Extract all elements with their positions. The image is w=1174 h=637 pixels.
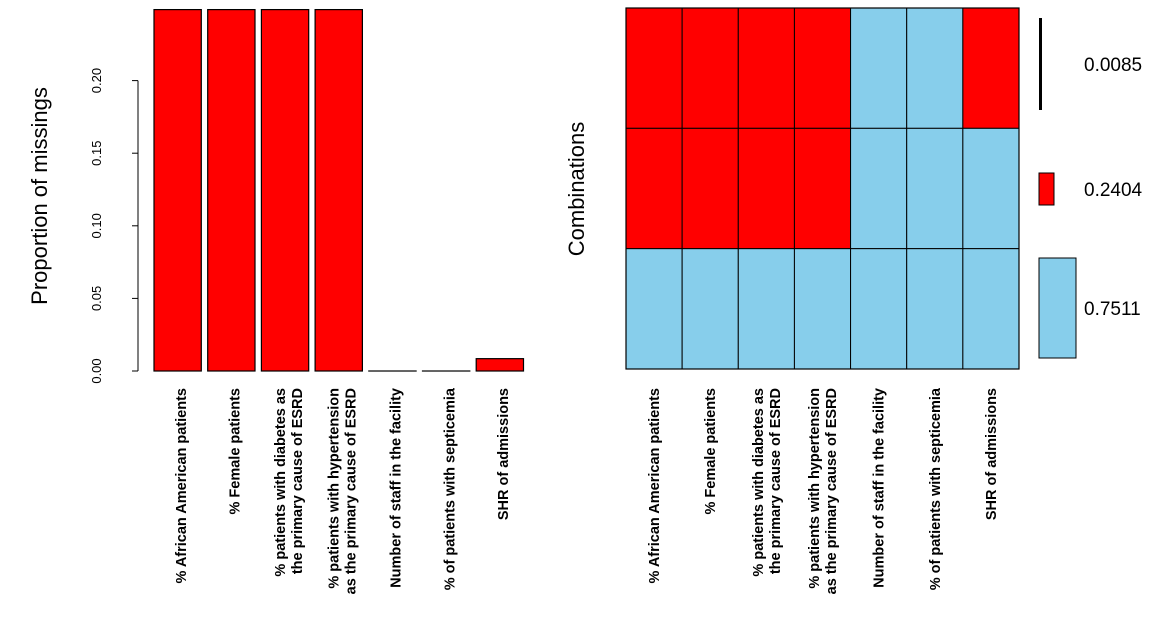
cell-r2-c5 xyxy=(907,249,963,369)
heatmap-category-label-african-american-patients: % African American patients xyxy=(647,388,663,584)
combinations-axis-title: Combinations xyxy=(564,122,589,257)
cell-r0-c3 xyxy=(794,8,850,128)
bar-category-label-african-american-patients: % African American patients xyxy=(174,388,190,584)
cell-r0-c0 xyxy=(626,8,682,128)
cell-r1-c6 xyxy=(963,128,1019,248)
bar-0 xyxy=(154,10,201,371)
cell-r1-c4 xyxy=(851,128,907,248)
heatmap-category-label-of-patients-with-septicemia: % of patients with septicemia xyxy=(928,387,944,590)
proportion-label-2: 0.7511 xyxy=(1084,299,1141,320)
bar-category-label-shr-of-admissions: SHR of admissions xyxy=(496,388,512,520)
proportion-bar-1 xyxy=(1039,173,1054,205)
bar-category-label-of-patients-with-septicemia: % of patients with septicemia xyxy=(442,387,458,590)
bar-category-label-patients-with-diabetes-as-the-primary-cause-of-esrd: % patients with diabetes asthe primary c… xyxy=(273,388,306,577)
cell-r2-c3 xyxy=(794,249,850,369)
cell-r1-c2 xyxy=(738,128,794,248)
bar-category-label-female-patients: % Female patients xyxy=(228,388,244,515)
y-tick-label-1: 0.05 xyxy=(89,286,104,311)
y-tick-label-0: 0.00 xyxy=(89,358,104,383)
heatmap-category-label-patients-with-hypertension-as-the-primary-cause-of-esrd: % patients with hypertensionas the prima… xyxy=(807,388,840,594)
proportion-bar-0 xyxy=(1039,18,1042,110)
cell-r2-c6 xyxy=(963,249,1019,369)
cell-r2-c2 xyxy=(738,249,794,369)
proportion-label-1: 0.2404 xyxy=(1084,180,1143,201)
proportion-bar-2 xyxy=(1039,258,1076,358)
heatmap-category-label-female-patients: % Female patients xyxy=(703,388,719,515)
cell-r0-c6 xyxy=(963,8,1019,128)
cell-r0-c4 xyxy=(851,8,907,128)
cell-r2-c0 xyxy=(626,249,682,369)
cell-r2-c4 xyxy=(851,249,907,369)
bar-2 xyxy=(261,10,308,371)
cell-r0-c5 xyxy=(907,8,963,128)
cell-r1-c3 xyxy=(794,128,850,248)
bar-category-label-patients-with-hypertension-as-the-primary-cause-of-esrd: % patients with hypertensionas the prima… xyxy=(326,388,359,594)
y-tick-label-4: 0.20 xyxy=(89,68,104,93)
cell-r1-c5 xyxy=(907,128,963,248)
bar-6 xyxy=(476,359,523,371)
y-tick-label-2: 0.10 xyxy=(89,213,104,238)
heatmap-category-label-patients-with-diabetes-as-the-primary-cause-of-esrd: % patients with diabetes asthe primary c… xyxy=(751,388,784,577)
bar-1 xyxy=(208,10,255,371)
bar-3 xyxy=(315,10,362,371)
y-tick-label-3: 0.15 xyxy=(89,141,104,166)
heatmap-category-label-shr-of-admissions: SHR of admissions xyxy=(984,388,1000,520)
bar-category-label-number-of-staff-in-the-facility: Number of staff in the facility xyxy=(389,388,405,588)
cell-r0-c2 xyxy=(738,8,794,128)
cell-r2-c1 xyxy=(682,249,738,369)
heatmap-category-label-number-of-staff-in-the-facility: Number of staff in the facility xyxy=(872,388,888,588)
proportion-label-0: 0.0085 xyxy=(1084,55,1142,76)
cell-r1-c0 xyxy=(626,128,682,248)
cell-r0-c1 xyxy=(682,8,738,128)
cell-r1-c1 xyxy=(682,128,738,248)
y-axis-title: Proportion of missings xyxy=(27,87,52,305)
